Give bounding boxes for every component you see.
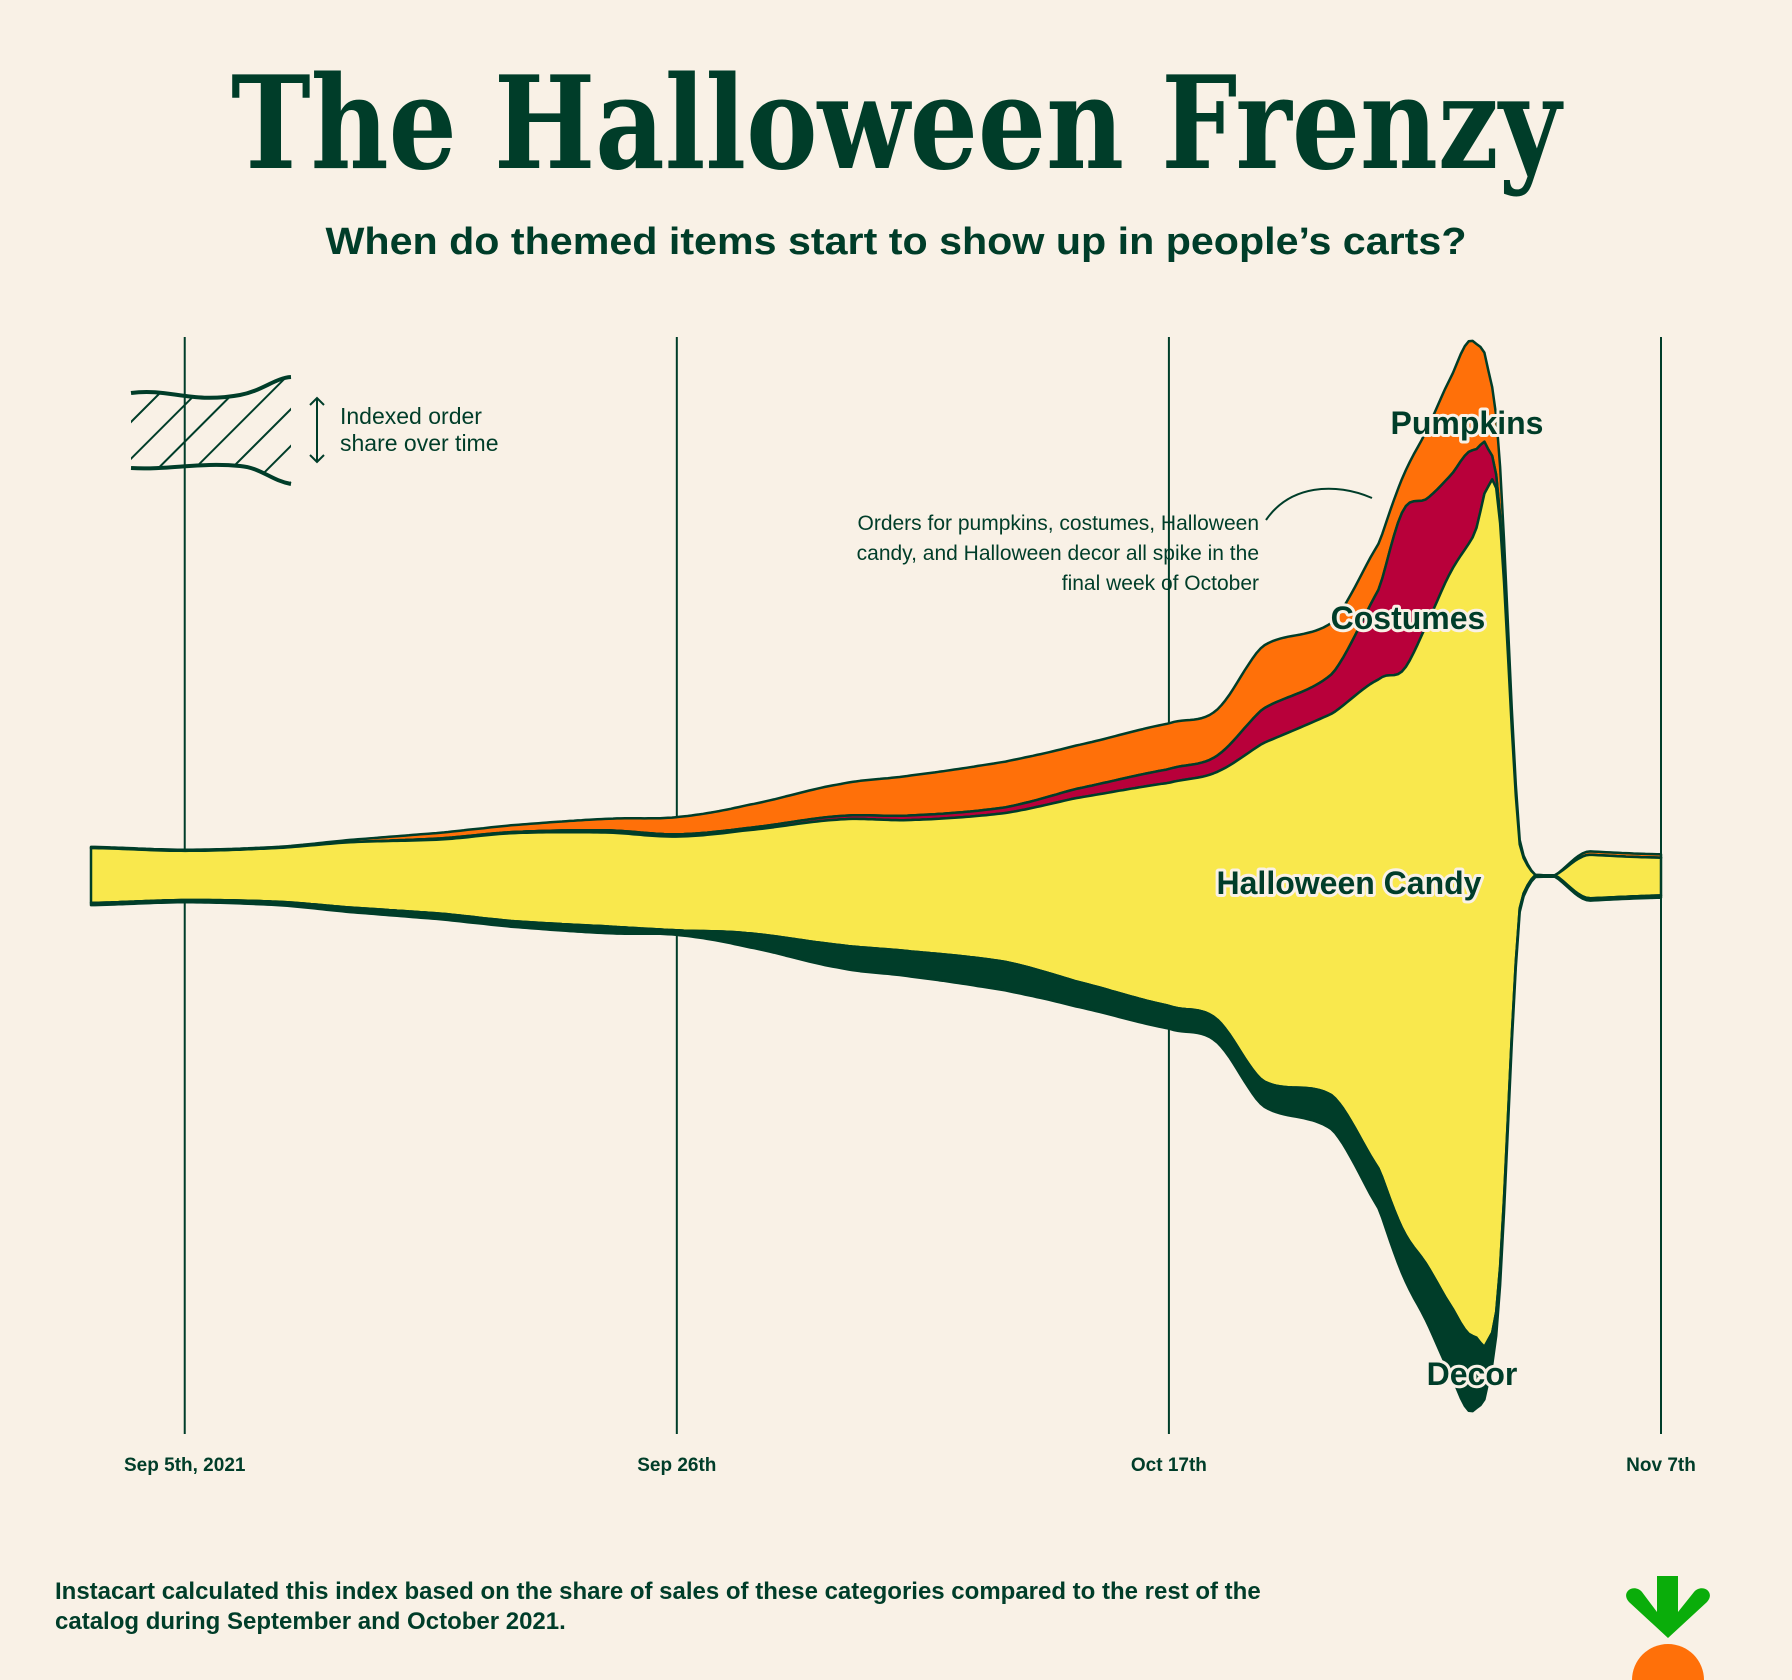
annotation-leader-line xyxy=(1265,487,1373,521)
footer-note-line2: catalog during September and October 202… xyxy=(55,1608,566,1635)
stream-layers xyxy=(89,339,1663,1413)
legend-text-line1: Indexed order xyxy=(340,403,482,429)
page-title: The Halloween Frenzy xyxy=(231,49,1564,199)
series-label-candy: Halloween Candy xyxy=(1217,865,1482,901)
annotation: Orders for pumpkins, costumes, Halloween… xyxy=(857,487,1373,595)
legend-text-line2: share over time xyxy=(340,430,499,456)
x-tick-label: Oct 17th xyxy=(1131,1455,1207,1476)
instacart-carrot-icon xyxy=(1626,1576,1710,1680)
x-tick-label: Sep 5th, 2021 xyxy=(124,1455,246,1476)
series-label-decor: Decor xyxy=(1427,1356,1518,1392)
x-tick-label: Nov 7th xyxy=(1626,1455,1696,1476)
subtitle: When do themed items start to show up in… xyxy=(326,221,1467,263)
layer-decor xyxy=(89,873,1663,1413)
annotation-line1: Orders for pumpkins, costumes, Halloween xyxy=(858,512,1260,535)
x-tick-label: Sep 26th xyxy=(637,1455,716,1476)
x-axis-tick-labels: Sep 5th, 2021 Sep 26th Oct 17th Nov 7th xyxy=(124,1455,1696,1476)
footer-note-line1: Instacart calculated this index based on… xyxy=(55,1578,1261,1605)
annotation-line3: final week of October xyxy=(1062,572,1259,595)
double-arrow-icon xyxy=(309,396,325,464)
series-label-costumes: Costumes xyxy=(1331,600,1486,636)
annotation-line2: candy, and Halloween decor all spike in … xyxy=(857,542,1259,565)
series-label-pumpkins: Pumpkins xyxy=(1391,405,1544,441)
